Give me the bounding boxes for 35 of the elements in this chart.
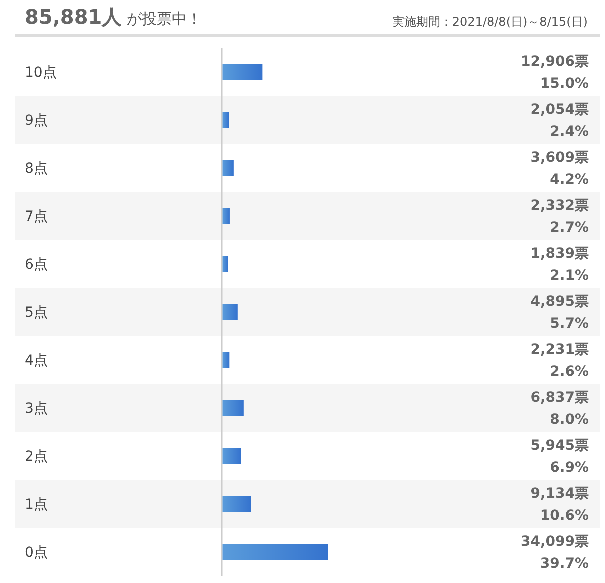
bar <box>222 352 230 368</box>
bar <box>222 64 263 80</box>
bar <box>222 448 242 464</box>
y-tick-label: 0点 <box>25 545 48 561</box>
data-label: 34,099票 39.7% <box>520 534 589 572</box>
data-label: 12,906票 15.0% <box>520 54 589 92</box>
data-label: 9,134票 10.6% <box>530 486 589 524</box>
bar <box>222 304 238 320</box>
data-label: 2,332票 2.7% <box>530 198 589 236</box>
bar <box>222 400 244 416</box>
y-tick-label: 10点 <box>25 65 57 81</box>
chart-title: 85,881人 が投票中！ <box>25 5 202 29</box>
y-tick-label: 1点 <box>25 497 48 513</box>
data-label: 4,895票 5.7% <box>530 294 589 332</box>
bar <box>222 208 230 224</box>
y-tick-label: 7点 <box>25 209 48 225</box>
data-label: 5,945票 6.9% <box>530 438 589 476</box>
text: 実施期間：2021/8/8(日)～8/15(日) <box>392 15 588 29</box>
data-label: 1,839票 2.1% <box>530 246 589 284</box>
y-tick-label: 6点 <box>25 257 48 273</box>
data-label: 3,609票 4.2% <box>530 150 589 188</box>
data-label: 2,054票 2.4% <box>530 102 589 140</box>
data-label: 6,837票 8.0% <box>530 390 589 428</box>
bar <box>222 112 230 128</box>
data-label: 2,231票 2.6% <box>530 342 589 380</box>
y-tick-label: 9点 <box>25 113 48 129</box>
bar <box>222 160 234 176</box>
bar <box>222 256 228 272</box>
y-tick-label: 4点 <box>25 353 48 369</box>
y-tick-label: 5点 <box>25 305 48 321</box>
bar <box>222 496 252 512</box>
y-tick-label: 8点 <box>25 161 48 177</box>
y-tick-label: 2点 <box>25 449 48 465</box>
bar <box>222 544 328 560</box>
y-tick-label: 3点 <box>25 401 48 417</box>
